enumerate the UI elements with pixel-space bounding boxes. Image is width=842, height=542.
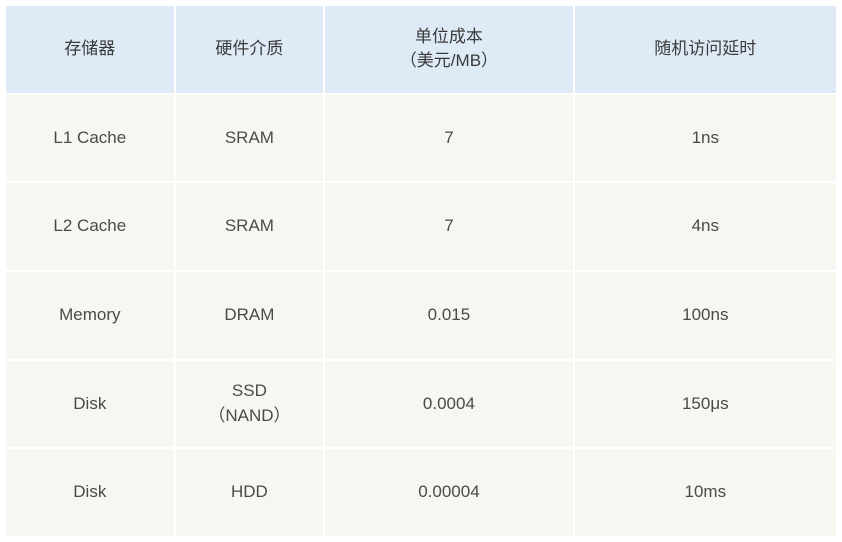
cell-storage: Disk: [5, 448, 175, 537]
table-row: Memory DRAM 0.015 100ns: [5, 271, 837, 360]
cell-latency: 100ns: [574, 271, 837, 360]
cell-cost: 0.015: [324, 271, 573, 360]
cell-cost: 7: [324, 182, 573, 271]
cell-cost: 0.00004: [324, 448, 573, 537]
col-header-cost: 单位成本（美元/MB）: [324, 5, 573, 94]
cell-latency: 150μs: [574, 360, 837, 449]
table-row: Disk HDD 0.00004 10ms: [5, 448, 837, 537]
col-header-medium: 硬件介质: [175, 5, 325, 94]
table-row: L1 Cache SRAM 7 1ns: [5, 94, 837, 183]
storage-table: 存储器 硬件介质 单位成本（美元/MB） 随机访问延时 L1 Cache SRA…: [4, 4, 838, 538]
cell-cost: 7: [324, 94, 573, 183]
cell-medium: SRAM: [175, 94, 325, 183]
col-header-storage: 存储器: [5, 5, 175, 94]
table-header-row: 存储器 硬件介质 单位成本（美元/MB） 随机访问延时: [5, 5, 837, 94]
cell-latency: 4ns: [574, 182, 837, 271]
cell-cost: 0.0004: [324, 360, 573, 449]
col-header-latency: 随机访问延时: [574, 5, 837, 94]
cell-medium: SSD（NAND）: [175, 360, 325, 449]
table-row: Disk SSD（NAND） 0.0004 150μs: [5, 360, 837, 449]
cell-storage: Memory: [5, 271, 175, 360]
cell-medium: DRAM: [175, 271, 325, 360]
cell-latency: 1ns: [574, 94, 837, 183]
cell-storage: L2 Cache: [5, 182, 175, 271]
cell-latency: 10ms: [574, 448, 837, 537]
table-row: L2 Cache SRAM 7 4ns: [5, 182, 837, 271]
cell-storage: Disk: [5, 360, 175, 449]
cell-storage: L1 Cache: [5, 94, 175, 183]
cell-medium: HDD: [175, 448, 325, 537]
cell-medium: SRAM: [175, 182, 325, 271]
